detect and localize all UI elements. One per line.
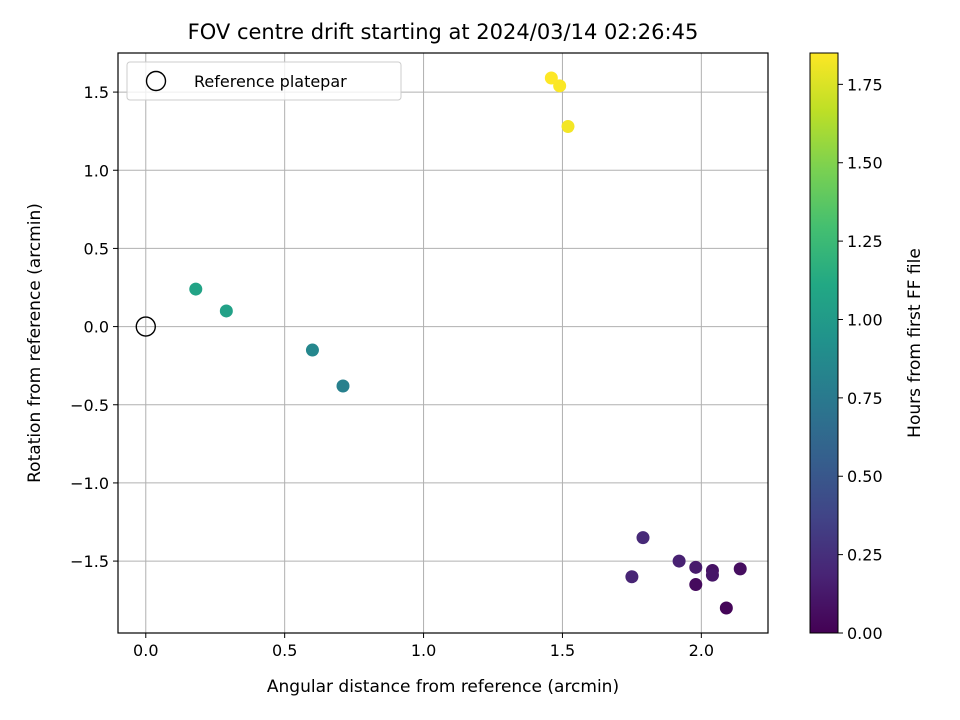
- data-point: [689, 560, 703, 574]
- colorbar-tick-label: 1.00: [847, 310, 883, 329]
- colorbar-tick-label: 1.75: [847, 75, 883, 94]
- y-axis-ticks: −1.5 −1.0 −0.5 0.0 0.5 1.0 1.5: [70, 83, 118, 571]
- data-point: [544, 71, 558, 85]
- y-axis-label: Rotation from reference (arcmin): [25, 203, 45, 483]
- x-tick-label: 0.0: [133, 641, 158, 660]
- chart-title: FOV centre drift starting at 2024/03/14 …: [188, 20, 699, 44]
- grid-lines: [118, 53, 768, 633]
- data-point: [625, 570, 639, 584]
- colorbar-tick-label: 0.50: [847, 467, 883, 486]
- y-tick-label: 1.0: [84, 161, 109, 180]
- x-tick-label: 0.5: [272, 641, 297, 660]
- y-tick-label: −1.0: [70, 474, 109, 493]
- colorbar-tick-label: 0.25: [847, 546, 883, 565]
- data-point: [636, 531, 650, 545]
- data-point: [561, 119, 575, 133]
- data-point: [672, 554, 686, 568]
- data-point: [219, 304, 233, 318]
- data-point: [689, 578, 703, 592]
- x-tick-label: 1.5: [550, 641, 575, 660]
- data-point: [553, 79, 567, 93]
- data-point: [705, 568, 719, 582]
- x-tick-label: 1.0: [411, 641, 436, 660]
- y-tick-label: 1.5: [84, 83, 109, 102]
- data-point: [719, 601, 733, 615]
- y-tick-label: 0.5: [84, 239, 109, 258]
- y-tick-label: 0.0: [84, 318, 109, 337]
- y-tick-label: −1.5: [70, 552, 109, 571]
- colorbar-tick-label: 1.25: [847, 232, 883, 251]
- data-point: [189, 282, 203, 296]
- data-points: [135, 71, 747, 615]
- legend-reference-marker: [145, 70, 167, 92]
- x-axis-ticks: 0.0 0.5 1.0 1.5 2.0: [133, 633, 714, 660]
- plot-frame: [117, 52, 769, 634]
- x-tick-label: 2.0: [689, 641, 714, 660]
- data-point: [336, 379, 350, 393]
- colorbar: [809, 52, 839, 634]
- colorbar-tick-label: 1.50: [847, 154, 883, 173]
- legend-box: [126, 61, 402, 101]
- legend: Reference platepar: [126, 61, 402, 101]
- data-point: [305, 343, 319, 357]
- colorbar-tick-label: 0.00: [847, 624, 883, 643]
- reference-platepar-marker: [135, 316, 156, 337]
- colorbar-tick-label: 0.75: [847, 389, 883, 408]
- data-point: [733, 562, 747, 576]
- colorbar-label: Hours from first FF file: [905, 248, 925, 438]
- x-axis-label: Angular distance from reference (arcmin): [267, 677, 619, 697]
- colorbar-ticks: 0.00 0.25 0.50 0.75 1.00 1.25 1.50 1.75: [838, 75, 883, 643]
- y-tick-label: −0.5: [70, 396, 109, 415]
- legend-label-reference: Reference platepar: [194, 72, 347, 91]
